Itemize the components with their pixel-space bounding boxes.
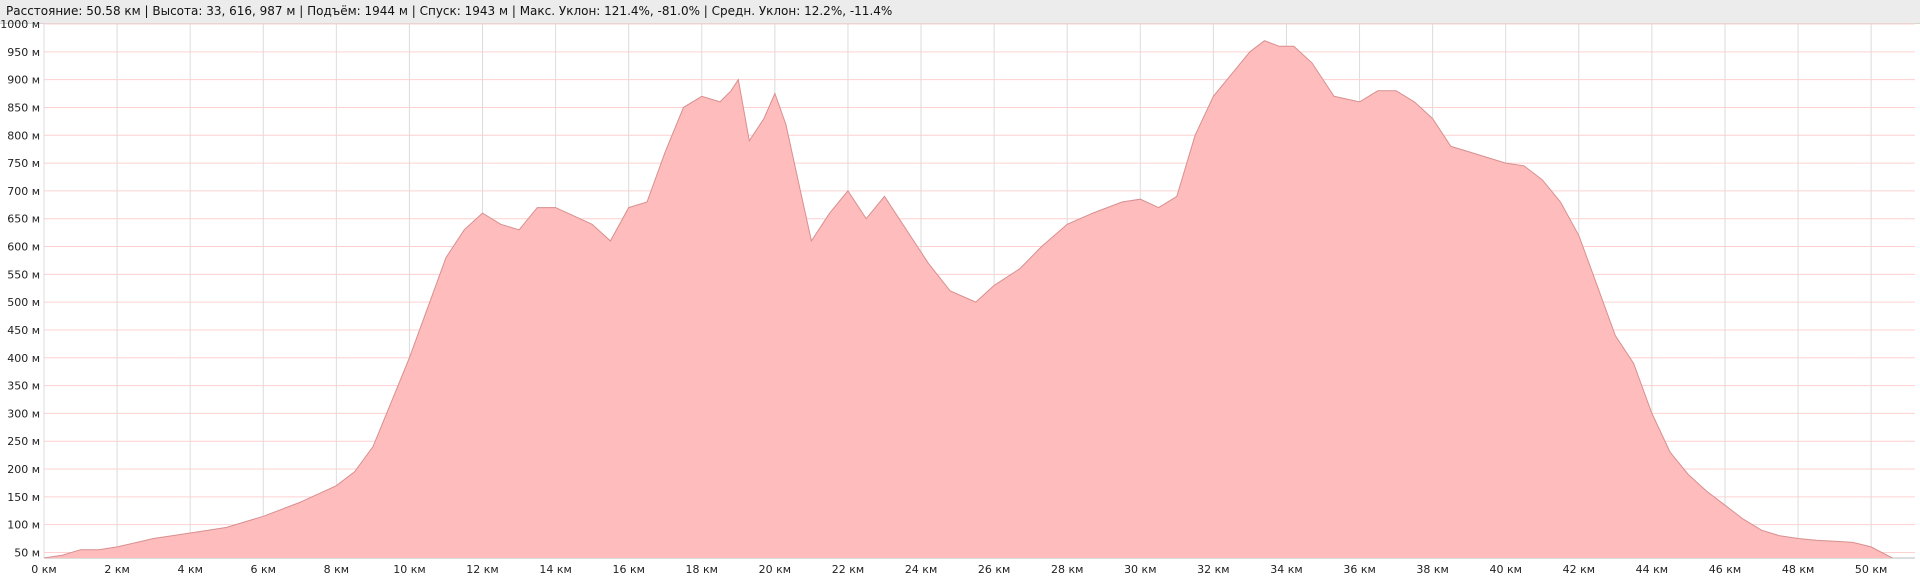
y-tick-label: 750 м	[7, 157, 40, 170]
y-tick-label: 600 м	[7, 241, 40, 254]
y-tick-label: 450 м	[7, 324, 40, 337]
x-tick-label: 6 км	[251, 563, 276, 576]
stats-text: Расстояние: 50.58 км | Высота: 33, 616, …	[6, 4, 893, 18]
x-tick-label: 48 км	[1782, 563, 1814, 576]
x-tick-label: 34 км	[1270, 563, 1302, 576]
x-tick-label: 18 км	[686, 563, 718, 576]
x-tick-label: 42 км	[1563, 563, 1595, 576]
y-tick-label: 800 м	[7, 129, 40, 142]
elevation-area	[44, 40, 1893, 558]
x-tick-label: 2 км	[104, 563, 129, 576]
y-tick-label: 400 м	[7, 352, 40, 365]
y-tick-label: 200 м	[7, 463, 40, 476]
x-tick-label: 14 км	[539, 563, 571, 576]
x-tick-label: 28 км	[1051, 563, 1083, 576]
chart-series	[43, 40, 1893, 559]
y-tick-label: 700 м	[7, 185, 40, 198]
x-tick-label: 22 км	[832, 563, 864, 576]
chart-tick-labels: 50 м 100 м 150 м 200 м 250 м 300 м 350 м 400 м 4…	[0, 18, 1887, 576]
x-tick-label: 30 км	[1124, 563, 1156, 576]
x-tick-label: 38 км	[1416, 563, 1448, 576]
y-tick-label: 900 м	[7, 74, 40, 87]
y-tick-label: 300 м	[7, 407, 40, 420]
x-tick-label: 12 км	[466, 563, 498, 576]
y-tick-label: 850 м	[7, 101, 40, 114]
x-tick-label: 50 км	[1855, 563, 1887, 576]
x-tick-label: 44 км	[1636, 563, 1668, 576]
y-tick-label: 100 м	[7, 519, 40, 532]
x-tick-label: 36 км	[1343, 563, 1375, 576]
x-tick-label: 10 км	[393, 563, 425, 576]
y-tick-label: 1000 м	[0, 18, 40, 31]
y-tick-label: 250 м	[7, 435, 40, 448]
y-tick-label: 50 м	[14, 546, 40, 559]
x-tick-label: 32 км	[1197, 563, 1229, 576]
x-tick-label: 20 км	[759, 563, 791, 576]
x-tick-label: 0 км	[31, 563, 56, 576]
y-tick-label: 550 м	[7, 268, 40, 281]
y-tick-label: 150 м	[7, 491, 40, 504]
y-tick-label: 500 м	[7, 296, 40, 309]
x-tick-label: 40 км	[1490, 563, 1522, 576]
x-tick-label: 4 км	[177, 563, 202, 576]
x-tick-label: 8 км	[324, 563, 349, 576]
x-tick-label: 24 км	[905, 563, 937, 576]
y-tick-label: 350 м	[7, 380, 40, 393]
elevation-line	[43, 40, 1893, 559]
y-tick-label: 950 м	[7, 46, 40, 59]
x-tick-label: 26 км	[978, 563, 1010, 576]
y-tick-label: 650 м	[7, 213, 40, 226]
x-tick-label: 46 км	[1709, 563, 1741, 576]
x-tick-label: 16 км	[612, 563, 644, 576]
